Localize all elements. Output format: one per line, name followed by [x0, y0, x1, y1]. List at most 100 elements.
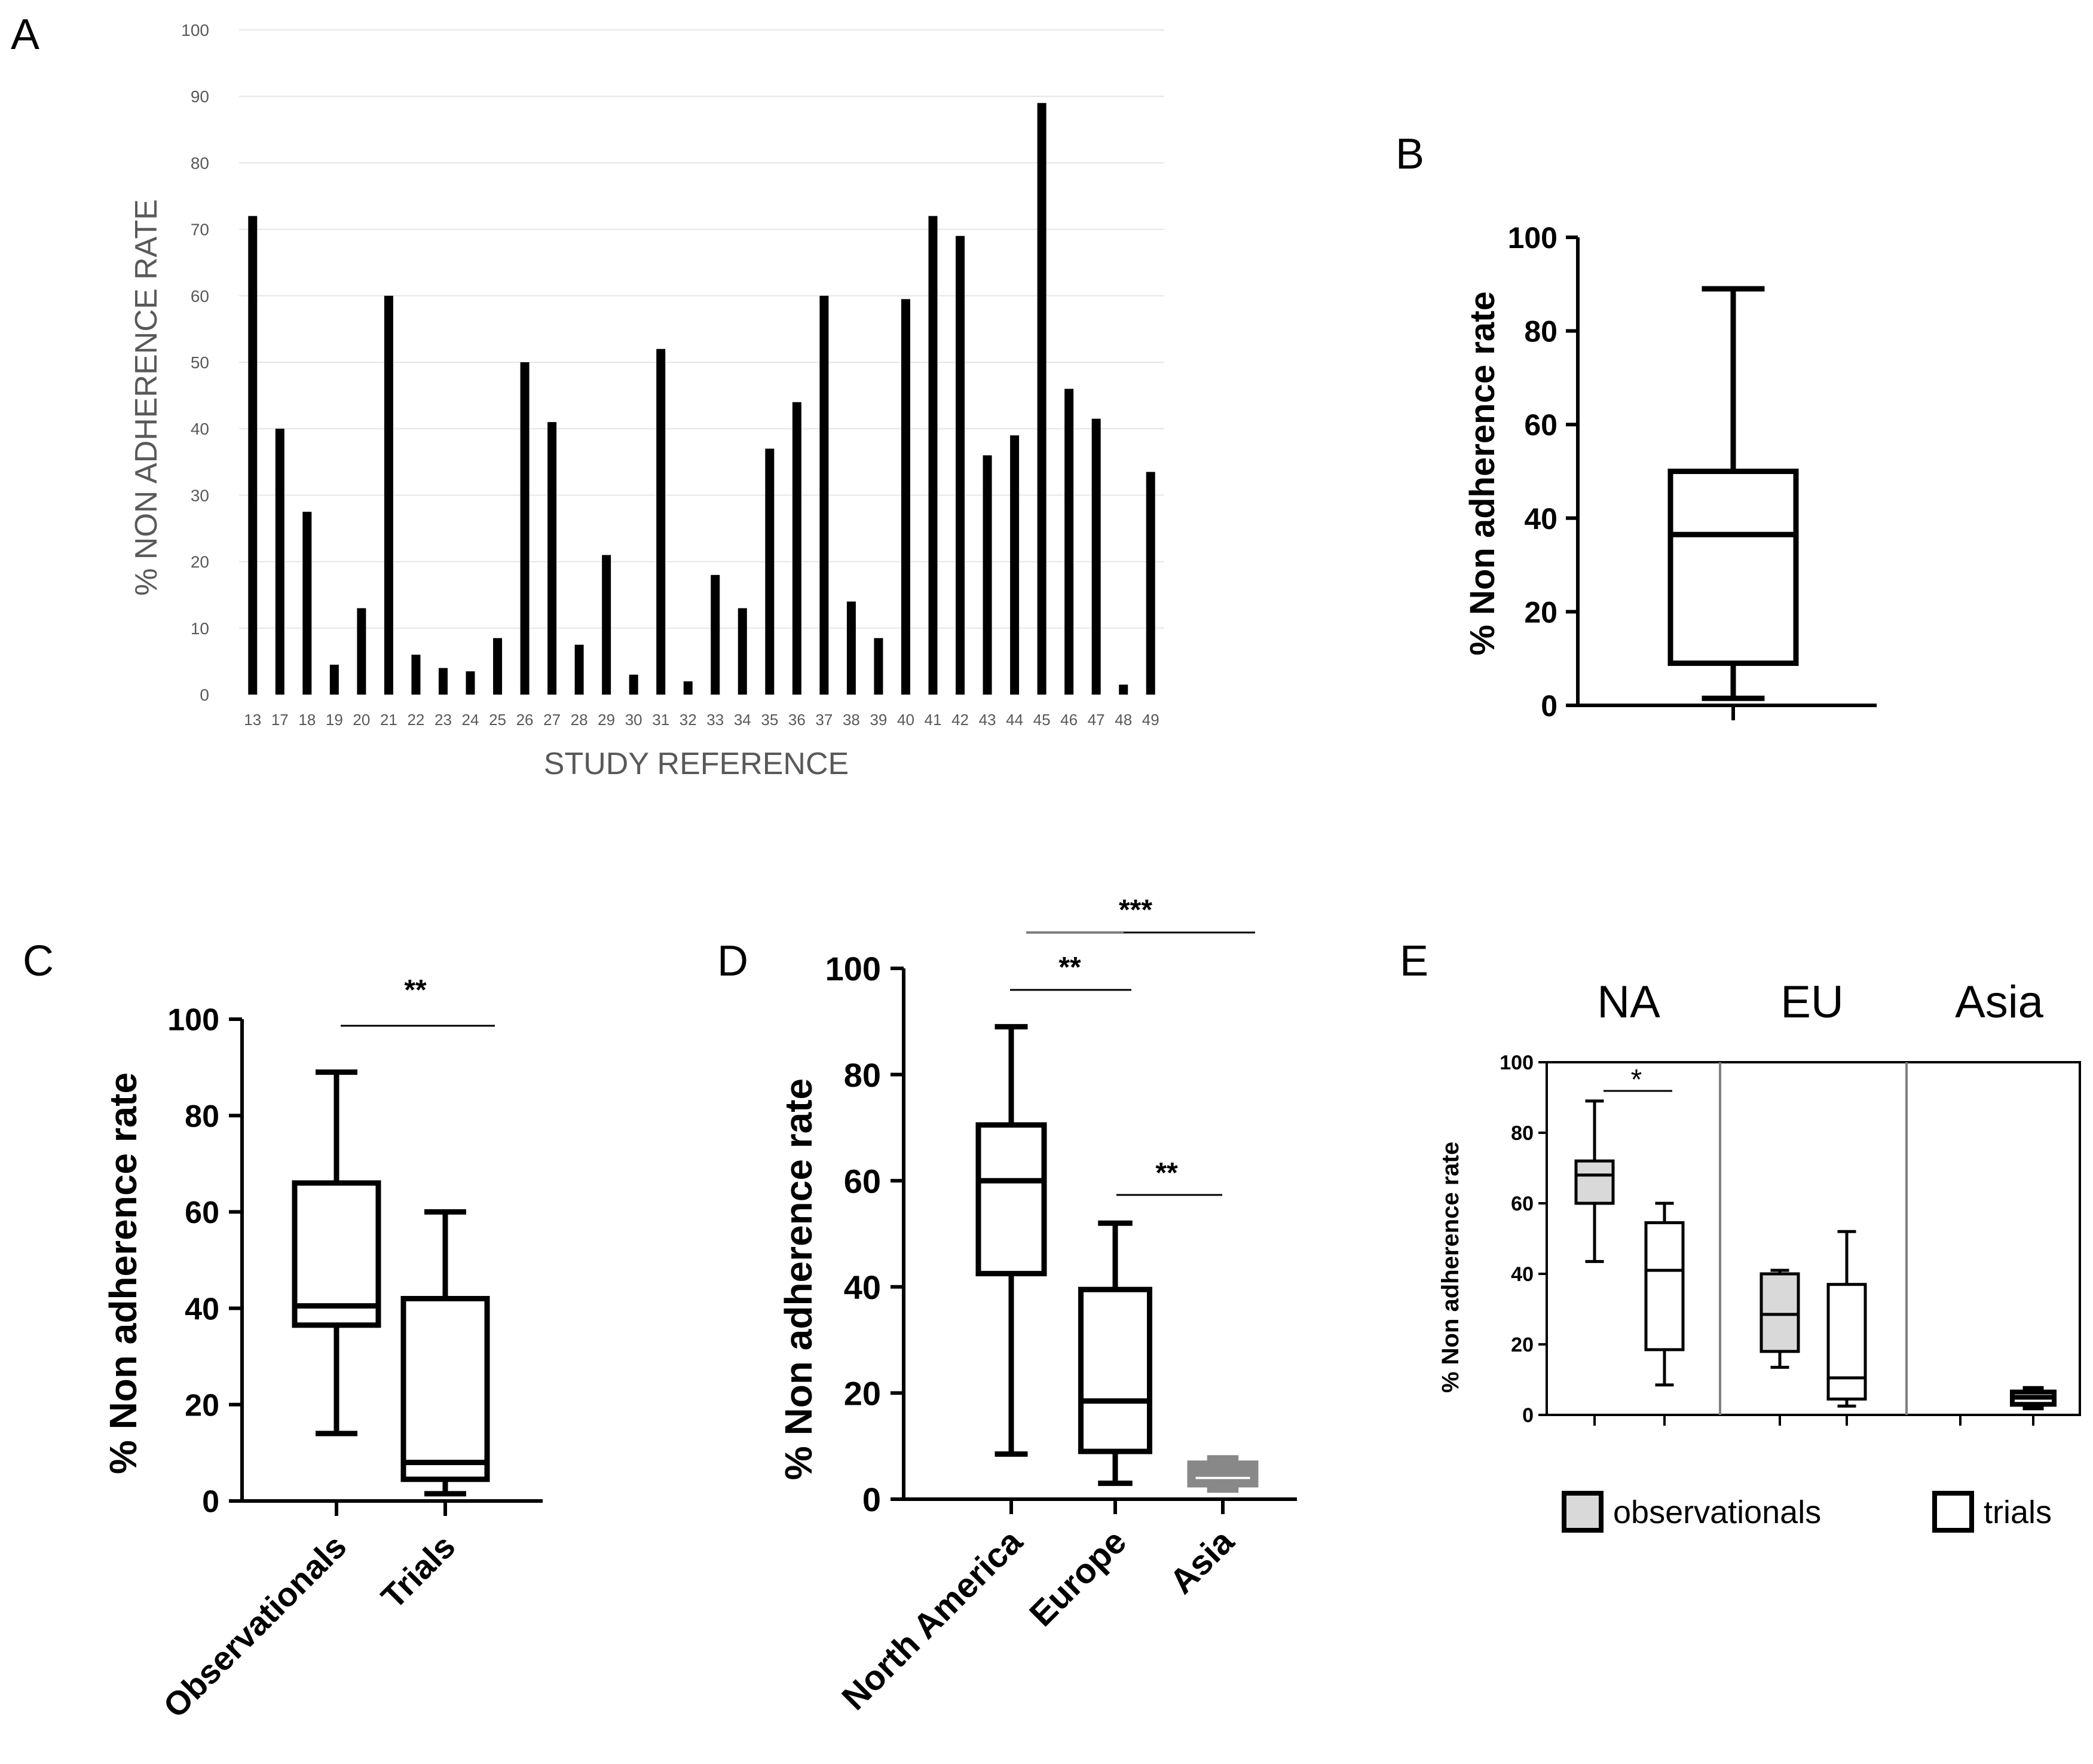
panel-a-x-tick-label: 17	[271, 711, 289, 729]
panel-a-bar	[574, 644, 584, 695]
panel-c-x-label: Observationals	[156, 1527, 354, 1725]
panel-c-y-axis-title: % Non adherence rate	[102, 1072, 145, 1474]
panel-a-x-tick-label: 23	[434, 711, 452, 729]
panel-e-box	[1760, 1272, 1800, 1353]
panel-a-x-tick-label: 19	[326, 711, 343, 729]
panel-a-x-tick-label: 25	[489, 711, 506, 729]
panel-e-y-tick-label: 80	[1511, 1122, 1534, 1145]
panel-d-y-tick-label: 100	[825, 950, 881, 988]
panel-a-x-tick-label: 26	[516, 711, 534, 729]
panel-b-y-axis-title: % Non adherence rate	[1463, 291, 1502, 655]
panel-a-bar	[901, 299, 910, 695]
panel-b-box	[1667, 469, 1799, 667]
panel-a-gridlines	[239, 29, 1164, 629]
panel-a-bar	[1119, 684, 1128, 695]
panel-b-y-tick-label: 40	[1524, 502, 1557, 536]
panel-e-significance: *	[1604, 1064, 1672, 1096]
panel-a-y-tick-label: 90	[191, 87, 209, 106]
panel-e-box-plot: 0 20 40 60 80 100 NA EU Asia * observationals tr…	[1437, 977, 2081, 1533]
panel-d-box	[975, 1122, 1047, 1277]
panel-a-bar	[248, 216, 258, 695]
panel-a-bar	[1146, 472, 1155, 695]
panel-a-x-tick-label: 24	[462, 711, 479, 729]
panel-d-y-tick-label: 0	[862, 1481, 881, 1518]
panel-a-x-tick-label: 32	[680, 711, 697, 729]
panel-a-x-tick-label: 28	[571, 711, 588, 729]
panel-a-x-tick-label: 13	[244, 711, 261, 729]
panel-c-significance-label: **	[404, 974, 427, 1006]
panel-a-x-tick-label: 33	[706, 711, 724, 729]
panel-a-bar	[874, 638, 883, 695]
panel-a-bar	[819, 295, 829, 695]
panel-label-e: E	[1400, 937, 1428, 985]
panel-a-bar	[302, 512, 312, 695]
panel-d-y-tick-label: 60	[844, 1162, 881, 1200]
panel-e-legend-swatch	[1562, 1491, 1604, 1533]
panel-b-y-tick-label: 60	[1524, 408, 1557, 442]
panel-e-y-tick-label: 20	[1511, 1334, 1534, 1356]
panel-a-x-tick-label: 41	[925, 711, 942, 729]
panel-e-box	[1574, 1159, 1615, 1205]
panel-a-bar	[275, 429, 284, 695]
panel-a-x-tick-label: 30	[625, 711, 642, 729]
panel-a-x-tick-label: 39	[870, 711, 887, 729]
panel-e-group-label: EU	[1780, 977, 1844, 1028]
panel-a-y-tick-label: 0	[200, 686, 209, 704]
panel-a-x-tick-label: 40	[897, 711, 914, 729]
panel-c-boxes	[292, 1069, 490, 1497]
panel-a-x-tick-label: 42	[951, 711, 969, 729]
panel-a-x-tick-label: 22	[407, 711, 424, 729]
panel-e-group-label: NA	[1597, 977, 1660, 1028]
panel-a-x-tick-label: 49	[1142, 711, 1159, 729]
panel-e-y-tick-label: 40	[1511, 1263, 1534, 1286]
panel-d-box	[1078, 1286, 1152, 1454]
panel-a-x-tick-label: 27	[543, 711, 561, 729]
panel-e-plot-frame	[1546, 1061, 2081, 1416]
panel-a-x-tick-label: 37	[815, 711, 833, 729]
panel-c-y-tick-label: 20	[185, 1389, 219, 1423]
panel-a-bar	[1010, 435, 1020, 695]
panel-a-bar	[1064, 389, 1074, 695]
panel-b-box-plot: 0 20 40 60 80 100 % Non adherence rate	[1463, 221, 1877, 723]
panel-a-y-tick-label: 50	[191, 353, 209, 372]
panel-d-significance: *******	[1010, 894, 1255, 1196]
panel-a-bar	[520, 362, 530, 695]
panel-c-significance: **	[341, 974, 495, 1027]
panel-d-significance-label: ***	[1119, 894, 1152, 926]
panel-b-boxes	[1667, 286, 1799, 701]
panel-b-y-tick-label: 20	[1524, 595, 1557, 629]
panel-a-bar	[738, 608, 747, 695]
panel-e-group-labels: NA EU Asia	[1597, 977, 2043, 1028]
panel-a-bar	[1091, 418, 1101, 695]
panel-a-x-ticks: 13 17 18 19 20 21 22 23 24 25 26 27 28 29 30 31 32 33 34 35…	[244, 711, 1159, 729]
panel-a-bar	[493, 638, 503, 695]
panel-e-significance-label: *	[1631, 1064, 1642, 1096]
panel-d-y-tick-label: 20	[844, 1375, 881, 1413]
panel-e-box	[1826, 1283, 1867, 1401]
panel-a-bar	[357, 608, 366, 695]
panel-e-legend-label: observationals	[1613, 1494, 1821, 1530]
panel-a-y-tick-label: 30	[191, 486, 209, 505]
panel-a-x-tick-label: 44	[1006, 711, 1023, 729]
panel-e-y-tick-label: 0	[1522, 1404, 1534, 1427]
panel-d-x-label: Europe	[1022, 1522, 1134, 1634]
panel-a-bar	[547, 422, 557, 695]
panel-c-y-tick-label: 0	[202, 1485, 219, 1520]
panel-e-box	[1644, 1221, 1685, 1352]
panel-e-legend: observationals trials	[1562, 1491, 2052, 1533]
panel-e-boxes	[1574, 1099, 2057, 1411]
panel-e-y-axis-title: % Non adherence rate	[1437, 1142, 1464, 1393]
panel-a-bar	[466, 671, 475, 695]
panel-a-y-axis-title: % NON ADHERENCE RATE	[129, 199, 164, 596]
panel-a-x-tick-label: 21	[380, 711, 397, 729]
panel-a-x-tick-label: 43	[979, 711, 996, 729]
panel-a-x-tick-label: 31	[652, 711, 669, 729]
panel-d-y-tick-label: 40	[844, 1268, 881, 1306]
panel-a-x-tick-label: 34	[734, 711, 751, 729]
panel-label-d: D	[717, 937, 748, 985]
panel-a-y-tick-label: 70	[191, 221, 209, 239]
panel-a-y-tick-label: 20	[191, 553, 209, 571]
panel-c-box-plot: 0 20 40 60 80 100 ** Observationals Trials % N…	[102, 974, 543, 1725]
